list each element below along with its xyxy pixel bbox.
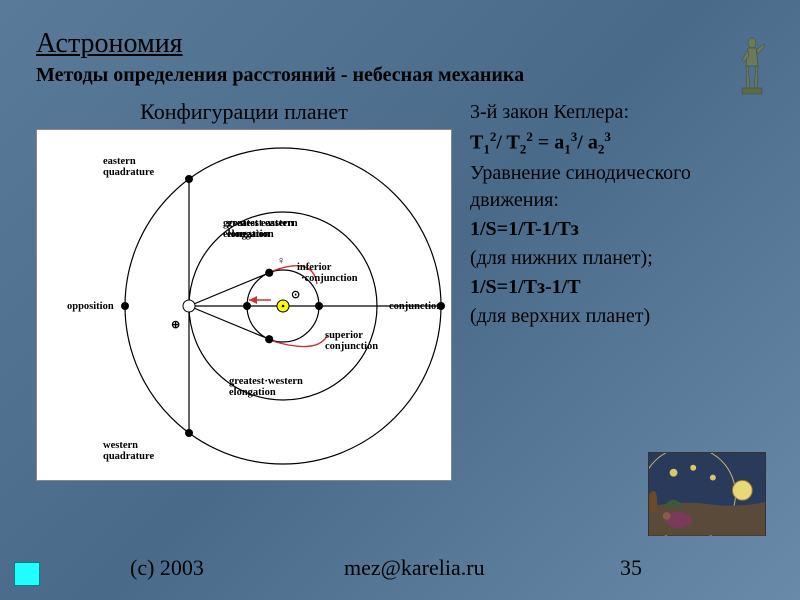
svg-text:opposition: opposition	[67, 301, 114, 312]
inner-note: (для нижних планет);	[470, 245, 776, 272]
svg-text:eastern: eastern	[103, 156, 136, 167]
svg-text:quadrature: quadrature	[103, 167, 154, 178]
svg-text:greatest·western: greatest·western	[229, 376, 303, 387]
flammarion-engraving	[648, 452, 766, 536]
synodic-intro: Уравнение синодического движения:	[470, 160, 776, 214]
svg-text:greatest eastern: greatest eastern	[223, 218, 294, 229]
svg-text:inferior: inferior	[297, 262, 332, 273]
svg-text:·conjunction: ·conjunction	[301, 273, 358, 284]
footer: (с) 2003 mez@karelia.ru 35	[0, 554, 800, 582]
copyright-text: (с) 2003	[130, 555, 204, 581]
kepler-equation: T12/ T22 = a13/ a23	[470, 128, 776, 158]
outer-note: (для верхних планет)	[470, 303, 776, 330]
svg-text:superior: superior	[325, 330, 363, 341]
diagram-title: Конфигурации планет	[36, 99, 452, 129]
left-column: Конфигурации планет ⊙⊕♀easternquadrature…	[36, 99, 452, 481]
svg-text:conjunction: conjunction	[389, 301, 442, 312]
synodic-upper-eq: 1/S=1/Tз-1/T	[470, 274, 776, 301]
kepler-intro: 3-й закон Кеплера:	[470, 99, 776, 126]
page-number: 35	[620, 555, 642, 581]
page-subtitle: Методы определения расстояний - небесная…	[0, 62, 800, 93]
synodic-lower-eq: 1/S=1/T-1/Tз	[470, 216, 776, 243]
content-area: Конфигурации планет ⊙⊕♀easternquadrature…	[0, 93, 800, 481]
svg-text:quadrature: quadrature	[103, 451, 154, 462]
page-title: Астрономия	[0, 0, 800, 62]
planet-configuration-diagram: ⊙⊕♀easternquadraturegreatest easternelon…	[36, 129, 452, 481]
svg-text:♀: ♀	[277, 255, 285, 267]
svg-text:western: western	[103, 440, 138, 451]
svg-text:⊕: ⊕	[171, 319, 180, 331]
right-column: 3-й закон Кеплера: T12/ T22 = a13/ a23 У…	[470, 99, 776, 481]
email-text: mez@karelia.ru	[344, 555, 485, 581]
svg-text:elongation: elongation	[223, 229, 270, 240]
statue-icon	[734, 36, 770, 96]
svg-text:elongation: elongation	[229, 387, 276, 398]
svg-text:⊙: ⊙	[291, 289, 300, 301]
svg-text:conjunction: conjunction	[325, 341, 378, 352]
